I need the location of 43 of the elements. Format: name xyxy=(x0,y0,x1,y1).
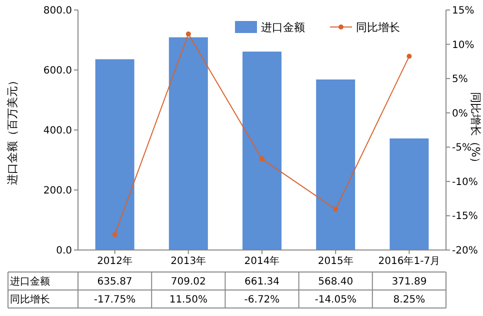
text: 同比增长 xyxy=(10,294,50,306)
y2-tick-label: -20% xyxy=(452,246,478,256)
y2-tick-label: -10% xyxy=(452,176,478,188)
data-label: 371.89 xyxy=(392,276,427,288)
y2-tick-label: 5% xyxy=(452,74,468,86)
bar xyxy=(316,79,356,250)
y-tick-label: 0.0 xyxy=(56,246,72,256)
y2-tick-label: -5% xyxy=(452,142,472,154)
data-label: 8.25% xyxy=(393,294,426,306)
legend-label: 同比增长 xyxy=(356,20,400,34)
bar xyxy=(390,138,429,250)
data-label: -14.05% xyxy=(314,294,356,306)
x-tick-label: 2014年 xyxy=(244,255,280,267)
legend-label: 进口金额 xyxy=(261,20,305,34)
x-tick-label: 2012年 xyxy=(97,255,133,267)
data-label: 709.02 xyxy=(170,276,206,288)
data-label: 661.34 xyxy=(244,276,280,288)
data-label: 635.87 xyxy=(97,276,132,288)
bar xyxy=(168,37,208,250)
data-label: -17.75% xyxy=(94,294,136,306)
data-label: -6.72% xyxy=(244,294,280,306)
x-tick-label: 2013年 xyxy=(170,255,206,267)
point xyxy=(186,32,191,36)
y2-tick-label: 15% xyxy=(452,6,474,16)
y-tick-label: 800.0 xyxy=(43,6,72,16)
point xyxy=(112,232,118,238)
x-tick-label: 2015年 xyxy=(318,255,354,267)
y2-tick-label: -15% xyxy=(452,211,478,222)
y2-tick-label: 10% xyxy=(452,40,474,51)
y-tick-label: 400.0 xyxy=(43,126,72,136)
point xyxy=(333,206,338,212)
data-label: 11.50% xyxy=(169,294,208,306)
point xyxy=(260,156,264,162)
bar xyxy=(95,59,134,250)
y-axis-title: 进口金额（百万美元） xyxy=(6,75,19,185)
y2-tick-label: 0% xyxy=(452,108,468,120)
bar xyxy=(242,52,282,250)
text: 进口金额 xyxy=(10,276,50,288)
data-label: 568.40 xyxy=(318,276,354,288)
y-tick-label: 200.0 xyxy=(43,186,72,196)
y-tick-label: 600.0 xyxy=(43,66,72,76)
x-tick-label: 2016年1-7月 xyxy=(378,255,440,267)
point xyxy=(406,54,412,59)
